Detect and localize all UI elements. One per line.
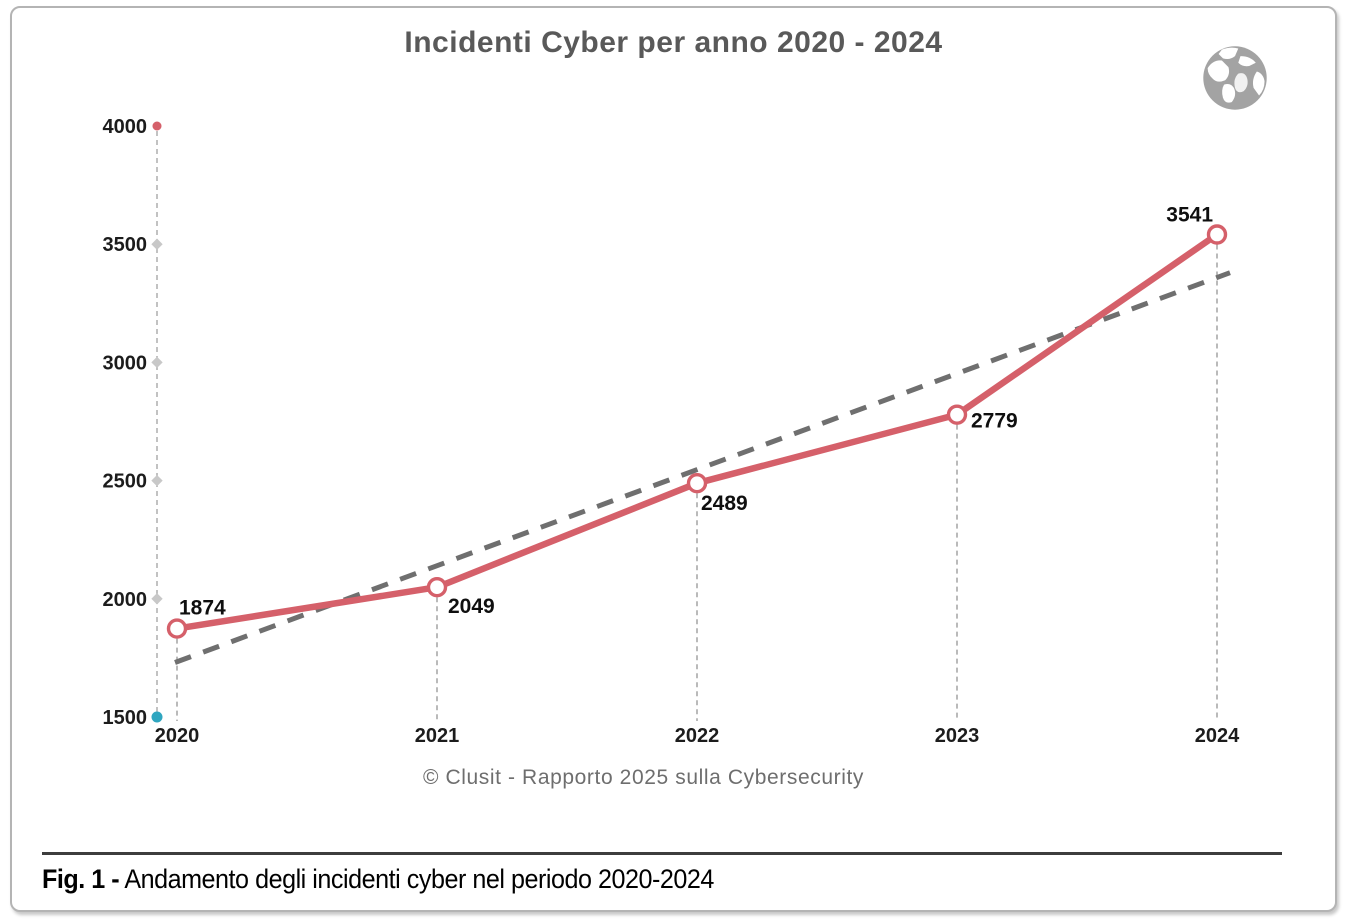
trend-line [174, 270, 1231, 665]
x-tick-label-2021: 2021 [415, 725, 460, 747]
y-tick-dot-3500 [151, 238, 163, 250]
globe-icon [1203, 46, 1267, 110]
data-label-2020: 1874 [179, 597, 226, 620]
data-point-2024 [1206, 224, 1228, 245]
data-label-2024: 3541 [1166, 204, 1213, 227]
figure-caption: Fig. 1 - Andamento degli incidenti cyber… [42, 864, 714, 895]
y-tick-label-2500: 2500 [103, 471, 148, 493]
y-tick-label-2000: 2000 [103, 589, 148, 611]
y-tick-label-3500: 3500 [103, 234, 148, 256]
figure-caption-text: Andamento degli incidenti cyber nel peri… [119, 864, 714, 894]
y-tick-label-3000: 3000 [103, 352, 148, 374]
y-tick-dot-1500 [151, 711, 163, 723]
caption-divider [42, 852, 1282, 855]
line-chart: 1500 2000 2500 3000 3500 4000 1874 2049 2489 2779… [103, 116, 1241, 747]
y-tick-label-1500: 1500 [103, 707, 148, 729]
x-tick-label-2020: 2020 [155, 725, 200, 747]
data-point-2021 [426, 577, 448, 598]
y-tick-dot-3000 [151, 356, 163, 369]
data-label-2021: 2049 [448, 595, 495, 618]
data-point-2023 [946, 404, 968, 425]
x-tick-label-2022: 2022 [675, 725, 720, 747]
data-point-2022 [686, 473, 708, 494]
y-tick-dot-4000 [152, 121, 162, 131]
data-label-2023: 2779 [971, 410, 1018, 433]
y-tick-dot-2000 [151, 593, 163, 605]
x-tick-label-2024: 2024 [1195, 725, 1240, 747]
y-tick-label-4000: 4000 [103, 116, 148, 138]
y-tick-dot-2500 [151, 474, 163, 487]
source-credit: © Clusit - Rapporto 2025 sulla Cybersecu… [422, 766, 865, 789]
chart-title: Incidenti Cyber per anno 2020 - 2024 [404, 26, 943, 59]
x-tick-label-2023: 2023 [935, 725, 980, 747]
data-label-2022: 2489 [701, 492, 748, 515]
figure-caption-label: Fig. 1 - [42, 864, 120, 894]
figure-frame: Incidenti Cyber per anno 2020 - 2024 150… [10, 6, 1337, 912]
data-point-2020 [166, 618, 188, 639]
